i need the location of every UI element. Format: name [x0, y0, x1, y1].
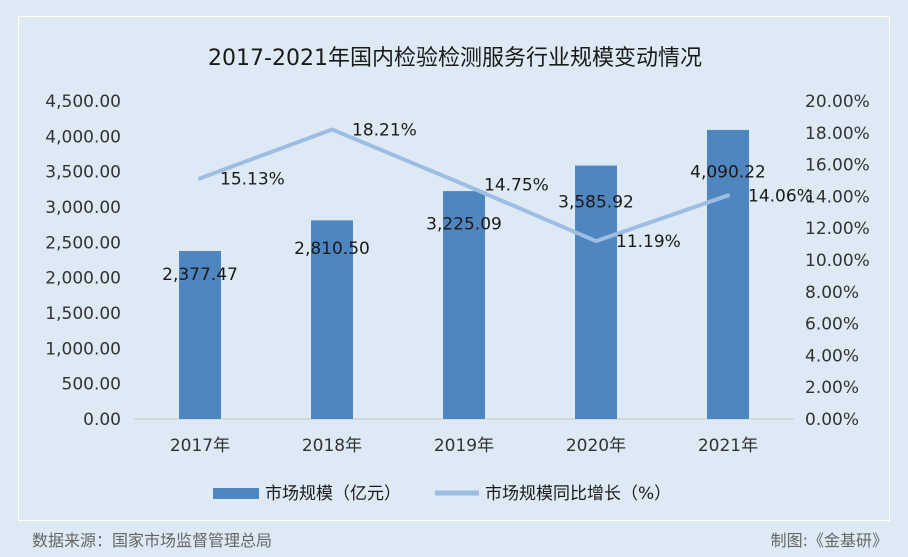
right-axis-tick-label: 20.00% — [805, 92, 870, 112]
legend-line-label: 市场规模同比增长（%） — [485, 484, 671, 504]
bar-data-labels: 2,377.47 2,810.50 3,225.09 3,585.92 4,090.22 — [162, 162, 766, 285]
x-axis-tick-label: 2021年 — [698, 436, 758, 456]
line-data-label: 11.19% — [616, 232, 681, 252]
chart-svg: 2017-2021年国内检验检测服务行业规模变动情况 0.00 500.00 1,0… — [45, 46, 870, 504]
line-data-label: 14.06% — [748, 186, 813, 206]
right-axis-tick-label: 4.00% — [805, 346, 859, 366]
right-axis-tick-label: 0.00% — [805, 410, 859, 430]
left-axis-tick-label: 2,500.00 — [45, 233, 121, 253]
right-axis-tick-label: 16.00% — [805, 156, 870, 176]
right-axis-tick-label: 14.00% — [805, 187, 870, 207]
left-axis-tick-label: 0.00 — [83, 410, 121, 430]
x-axis: 2017年 2018年 2019年 2020年 2021年 — [134, 418, 794, 456]
right-axis-tick-label: 2.00% — [805, 378, 859, 398]
bar-data-label: 3,585.92 — [558, 193, 634, 213]
legend: 市场规模（亿元） 市场规模同比增长（%） — [213, 484, 671, 504]
right-axis-tick-label: 18.00% — [805, 124, 870, 144]
right-axis-tick-label: 8.00% — [805, 283, 859, 303]
bar — [311, 220, 353, 419]
bar-data-label: 2,810.50 — [294, 239, 370, 259]
left-axis-tick-label: 2,000.00 — [45, 269, 121, 289]
right-axis-tick-label: 12.00% — [805, 219, 870, 239]
footer-source: 数据来源：国家市场监督管理总局 — [32, 531, 273, 550]
bar — [179, 250, 221, 419]
left-axis-tick-label: 3,500.00 — [45, 163, 121, 183]
bar — [707, 129, 749, 419]
right-axis: 0.00% 2.00% 4.00% 6.00% 8.00% 10.00% 12.00% 14.… — [805, 92, 870, 430]
x-axis-tick-label: 2017年 — [170, 436, 230, 456]
legend-bar-swatch — [213, 488, 259, 499]
bar-data-label: 4,090.22 — [690, 162, 766, 182]
right-axis-tick-label: 10.00% — [805, 251, 870, 271]
x-axis-tick-label: 2019年 — [434, 436, 494, 456]
left-axis-tick-label: 3,000.00 — [45, 198, 121, 218]
line-series — [198, 127, 730, 244]
chart-frame: 2017-2021年国内检验检测服务行业规模变动情况 0.00 500.00 1,0… — [18, 16, 890, 521]
left-axis-tick-label: 4,500.00 — [45, 92, 121, 112]
line-data-label: 15.13% — [220, 169, 285, 189]
left-axis-tick-label: 500.00 — [62, 375, 121, 395]
line-data-label: 18.21% — [352, 120, 417, 140]
chart-title: 2017-2021年国内检验检测服务行业规模变动情况 — [208, 46, 702, 71]
left-axis: 0.00 500.00 1,000.00 1,500.00 2,000.00 2,500.… — [45, 92, 121, 430]
left-axis-tick-label: 1,500.00 — [45, 304, 121, 324]
x-axis-tick-label: 2020年 — [566, 436, 626, 456]
legend-bar-label: 市场规模（亿元） — [265, 484, 401, 504]
right-axis-tick-label: 6.00% — [805, 315, 859, 335]
footer-credit: 制图:《金基研》 — [770, 531, 888, 550]
bar — [443, 191, 485, 419]
bar — [575, 165, 617, 419]
bar-data-label: 3,225.09 — [426, 214, 502, 234]
bar-series — [179, 129, 749, 419]
left-axis-tick-label: 4,000.00 — [45, 127, 121, 147]
line-data-labels: 15.13% 18.21% 14.75% 11.19% 14.06% — [220, 120, 813, 252]
bar-data-label: 2,377.47 — [162, 265, 238, 285]
left-axis-tick-label: 1,000.00 — [45, 339, 121, 359]
line-data-label: 14.75% — [484, 175, 549, 195]
x-axis-tick-label: 2018年 — [302, 436, 362, 456]
